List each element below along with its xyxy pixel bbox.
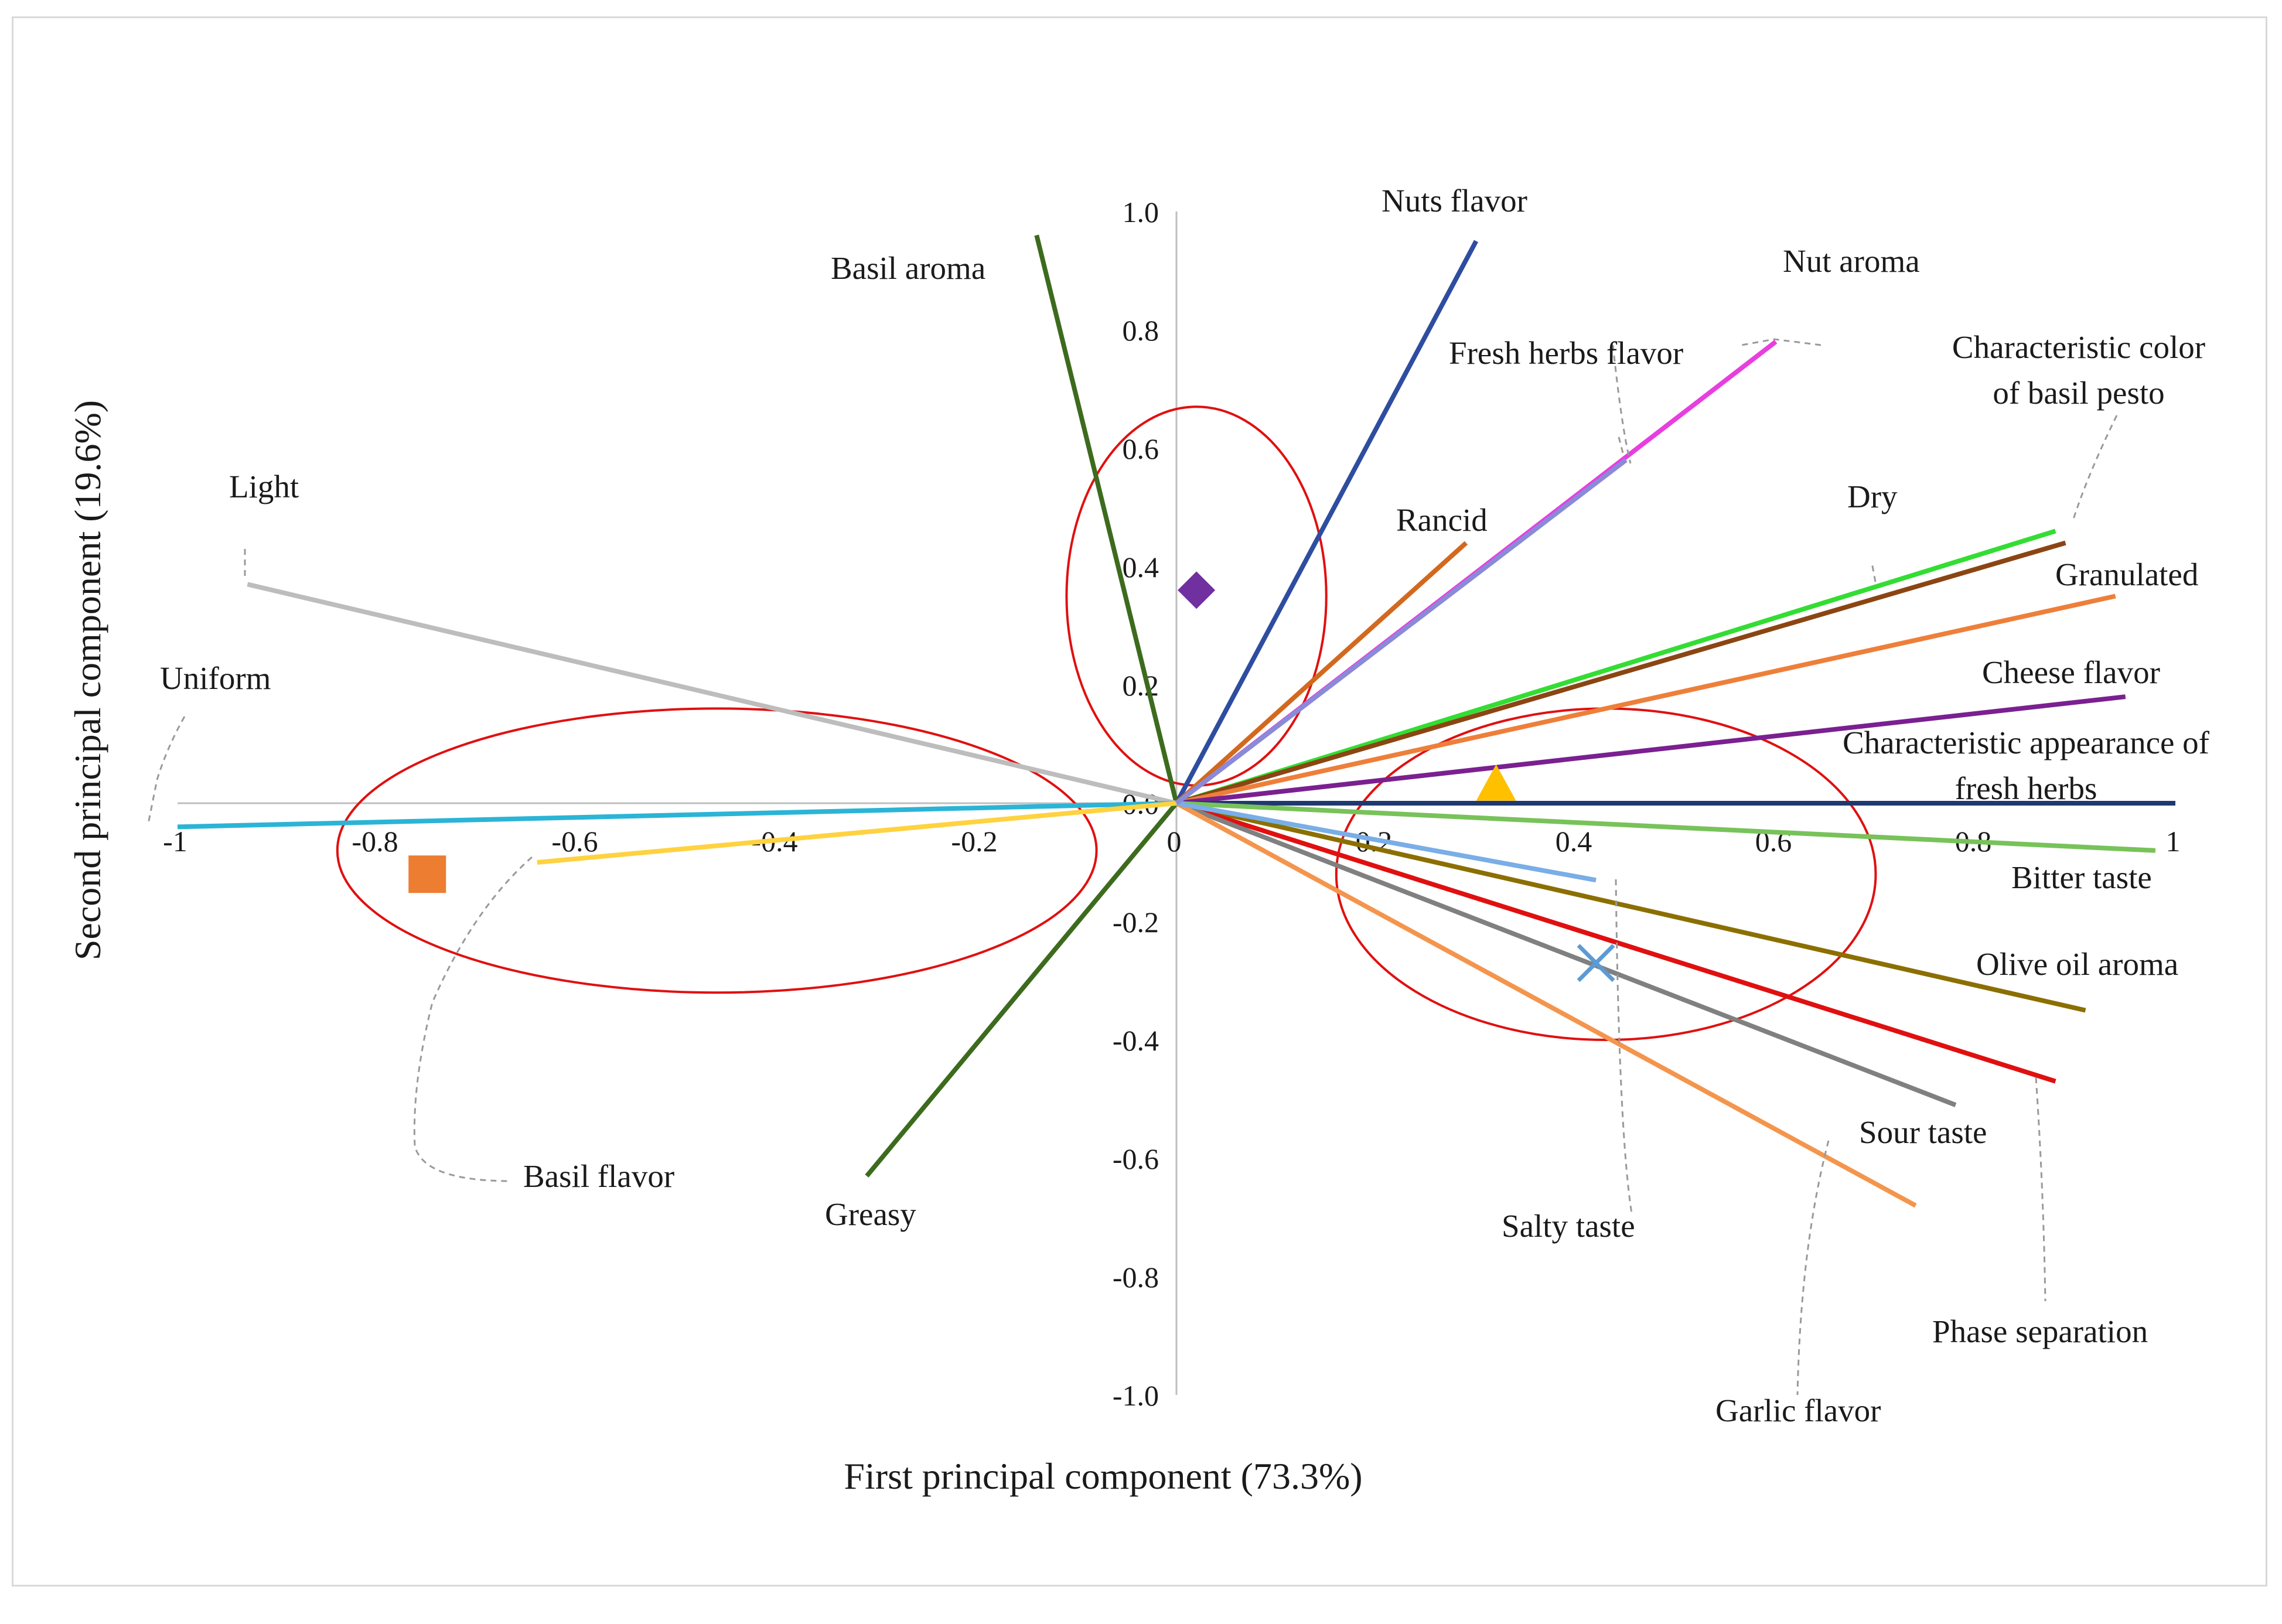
y-tick-label: -0.8 bbox=[1113, 1261, 1159, 1294]
label-nuts-flavor: Nuts flavor bbox=[1382, 183, 1527, 219]
x-tick-label: 0 bbox=[1167, 825, 1182, 858]
leader-line bbox=[147, 716, 186, 824]
vector-garlic-flavor bbox=[1175, 801, 1917, 1208]
vector-greasy bbox=[865, 801, 1179, 1178]
vector-cheese-flavor bbox=[1176, 694, 2126, 806]
label-uniform: Uniform bbox=[160, 660, 271, 696]
x-tick-label: -0.8 bbox=[352, 825, 398, 858]
y-tick-label: 0.2 bbox=[1123, 669, 1159, 702]
x-tick-label: -1 bbox=[163, 825, 187, 858]
x-tick-label: 1 bbox=[2166, 825, 2181, 858]
label-cheese-flavor: Cheese flavor bbox=[1982, 654, 2160, 690]
label-basil-aroma: Basil aroma bbox=[831, 250, 985, 286]
label-salty-taste: Salty taste bbox=[1502, 1208, 1635, 1244]
y-tick-label: -1.0 bbox=[1113, 1379, 1159, 1412]
vector-phase-separation bbox=[1175, 801, 2056, 1084]
label-fresh-herbs-flavor: Fresh herbs flavor bbox=[1449, 335, 1683, 371]
leader-line bbox=[1796, 1140, 1830, 1396]
y-tick-label: 0.6 bbox=[1123, 432, 1159, 465]
leader-line bbox=[1618, 436, 1624, 453]
sample-square-marker bbox=[408, 855, 446, 893]
vector-basil-flavor bbox=[537, 801, 1177, 865]
vector-nuts-flavor bbox=[1174, 240, 1479, 804]
vector-fresh-herbs-flavor-overlay bbox=[1175, 458, 1628, 806]
x-tick-label: -0.6 bbox=[551, 825, 598, 858]
label-nut-aroma: Nut aroma bbox=[1783, 243, 1920, 279]
label-greasy: Greasy bbox=[825, 1196, 916, 1232]
label-granulated: Granulated bbox=[2055, 557, 2198, 592]
leader-line bbox=[1615, 879, 1633, 1214]
sample-triangle-marker bbox=[1476, 764, 1516, 801]
label-light: Light bbox=[229, 469, 299, 504]
label-basil-flavor: Basil flavor bbox=[523, 1158, 674, 1194]
label-rancid: Rancid bbox=[1396, 502, 1488, 538]
marker-layer bbox=[408, 571, 1615, 982]
leader-line bbox=[1741, 338, 1821, 346]
leader-layer bbox=[147, 338, 2118, 1396]
x-tick-label: -0.2 bbox=[951, 825, 997, 858]
vector-uniform bbox=[177, 801, 1177, 830]
label-phase-separation: Phase separation bbox=[1932, 1313, 2148, 1349]
vector-salty-taste bbox=[1176, 801, 1597, 883]
chart-frame: -1-0.8-0.6-0.4-0.200.20.40.60.811.00.80.… bbox=[12, 16, 2267, 1587]
y-tick-label: -0.4 bbox=[1113, 1024, 1159, 1057]
ellipse-layer bbox=[336, 405, 1877, 1041]
leader-line bbox=[1612, 344, 1632, 464]
label-characteristic-color-of-basil-pesto: Characteristic color of basil pesto bbox=[1952, 329, 2205, 411]
vector-olive-oil-aroma bbox=[1176, 801, 2086, 1013]
y-tick-label: 0.8 bbox=[1123, 314, 1159, 347]
y-tick-label: -0.6 bbox=[1113, 1142, 1159, 1175]
label-characteristic-appearance-of-fresh-herbs: Characteristic appearance of fresh herbs bbox=[1843, 725, 2210, 806]
label-layer: Nuts flavor Nut aroma Fresh herbs flavor Ba… bbox=[160, 183, 2210, 1428]
leader-line bbox=[2035, 1077, 2046, 1302]
vector-light bbox=[247, 582, 1177, 806]
x-tick-label: 0.4 bbox=[1556, 825, 1592, 858]
leader-line bbox=[2072, 415, 2118, 521]
vector-basil-aroma bbox=[1034, 234, 1179, 804]
label-bitter-taste: Bitter taste bbox=[2011, 859, 2152, 895]
cluster-ellipse bbox=[336, 707, 1098, 994]
y-axis-title: Second principal component (19.6%) bbox=[67, 400, 108, 960]
leader-line bbox=[413, 856, 533, 1182]
label-sour-taste: Sour taste bbox=[1859, 1114, 1987, 1150]
biplot-chart: -1-0.8-0.6-0.4-0.200.20.40.60.811.00.80.… bbox=[67, 183, 2210, 1497]
vector-layer bbox=[177, 234, 2175, 1208]
label-dry: Dry bbox=[1847, 479, 1898, 514]
vector-sour-taste bbox=[1175, 801, 1957, 1107]
cluster-ellipse bbox=[1335, 707, 1877, 1041]
y-tick-label: 0.4 bbox=[1123, 551, 1159, 584]
label-olive-oil-aroma: Olive oil aroma bbox=[1976, 946, 2178, 982]
leader-line bbox=[1871, 562, 1877, 582]
vector-bitter-taste bbox=[1176, 801, 2156, 853]
x-axis-title: First principal component (73.3%) bbox=[844, 1455, 1362, 1497]
vector-rancid bbox=[1175, 541, 1468, 805]
label-garlic-flavor: Garlic flavor bbox=[1715, 1393, 1881, 1428]
cross-stroke bbox=[1577, 944, 1615, 982]
sample-diamond-marker bbox=[1178, 571, 1216, 609]
vector-characteristic-color-of-basil-pesto bbox=[1175, 540, 2066, 806]
y-tick-label: -0.2 bbox=[1113, 906, 1159, 939]
vector-dry bbox=[1175, 528, 2056, 806]
sample-cross-marker bbox=[1577, 944, 1615, 982]
vector-granulated bbox=[1176, 593, 2116, 806]
y-tick-label: 1.0 bbox=[1123, 196, 1159, 228]
